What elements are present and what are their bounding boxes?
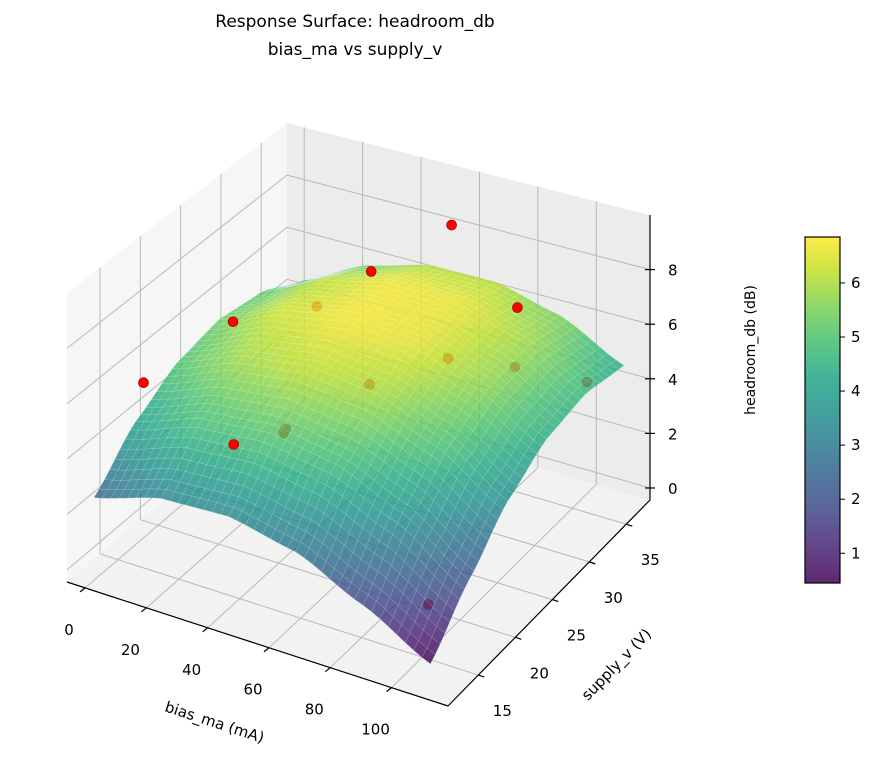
colorbar-tick-label: 4: [851, 382, 861, 400]
y-tick-label: 25: [567, 627, 586, 645]
x-tick-label: 0: [64, 621, 74, 639]
axis-lines: 0 20 40 60 80 100 15 20 25 30 35 0 2 4 6 8: [64, 215, 678, 739]
y-tick: [552, 599, 559, 603]
colorbar-label: headroom_db (dB): [743, 285, 759, 415]
x-axis-label: bias_ma (mA): [162, 698, 266, 748]
surface-facet: [542, 421, 557, 434]
z-tick-label: 2: [668, 425, 678, 443]
y-tick: [478, 674, 485, 678]
colorbar-tick-label: 6: [851, 274, 861, 292]
data-point: [227, 316, 239, 328]
x-tick-label: 40: [182, 661, 201, 679]
grid-line-z: [66, 226, 288, 405]
y-tick-label: 35: [641, 551, 660, 569]
y-axis-line: [447, 499, 651, 707]
x-tick: [324, 667, 331, 673]
x-tick-label: 80: [305, 701, 324, 719]
x-tick: [386, 687, 392, 693]
points-above-surface: [138, 219, 523, 450]
y-tick-label: 20: [530, 664, 549, 682]
y-tick: [589, 561, 596, 565]
surface-facet: [465, 553, 480, 572]
x-tick-label: 60: [243, 681, 262, 699]
y-tick-label: 15: [493, 702, 512, 720]
x-tick: [202, 627, 209, 633]
surface-facet: [513, 463, 528, 479]
surface-facet: [460, 563, 475, 581]
surface-facet: [504, 479, 518, 495]
y-tick: [626, 523, 633, 527]
colorbar-gradient: [804, 236, 841, 584]
surface-facet: [470, 543, 485, 562]
z-tick-label: 6: [668, 316, 678, 334]
colorbar-tick-label: 3: [851, 436, 861, 454]
x-tick-label: 20: [121, 641, 140, 659]
x-tick: [263, 647, 270, 653]
grid-line-z: [66, 174, 288, 349]
x-tick: [141, 607, 147, 613]
data-point: [512, 302, 523, 313]
x-tick-label: 100: [361, 721, 390, 739]
surface-facet: [431, 626, 446, 645]
surface-facet: [547, 415, 562, 429]
surface-facet: [455, 572, 470, 590]
chart-subtitle: bias_ma vs supply_v: [267, 40, 443, 60]
z-tick-label: 4: [668, 371, 678, 389]
y-axis-label: supply_v (V): [578, 625, 656, 705]
surface-facet: [436, 614, 451, 634]
y-tick: [515, 636, 522, 640]
surface-facet: [421, 647, 436, 665]
z-tick-label: 8: [668, 262, 678, 280]
data-point: [138, 377, 149, 389]
data-point: [365, 266, 377, 277]
colorbar-tick-label: 1: [851, 544, 861, 562]
colorbar-tick-label: 2: [851, 490, 861, 508]
z-tick-label: 0: [668, 480, 678, 498]
surface-facet: [508, 471, 523, 487]
grid-line-y: [99, 553, 479, 676]
surface-facet: [441, 603, 455, 623]
data-point: [228, 439, 240, 450]
chart-title: Response Surface: headroom_db: [215, 12, 495, 32]
grid-line-z: [286, 174, 651, 271]
colorbar-tick-label: 5: [851, 328, 861, 346]
x-tick: [79, 587, 86, 593]
colorbar: 1 2 3 4 5 6: [804, 236, 861, 584]
surface-facet: [426, 637, 441, 655]
surface: [93, 264, 625, 665]
grid-line-y: [140, 519, 516, 638]
y-tick-label: 30: [604, 589, 623, 607]
data-point: [446, 219, 457, 231]
x-axis-line: [66, 581, 449, 707]
